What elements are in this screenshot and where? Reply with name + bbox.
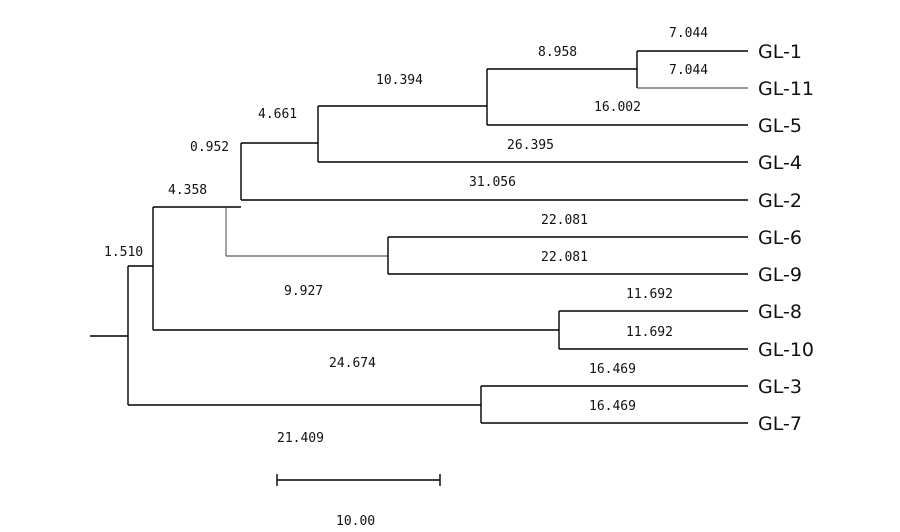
len-label-GL-4: 26.395 — [507, 138, 554, 153]
taxon-label: GL-2 — [758, 190, 802, 212]
len-label-GL-7: 16.469 — [589, 399, 636, 414]
len-label-cladeA: 4.358 — [168, 183, 207, 198]
taxon-label: GL-3 — [758, 376, 802, 398]
taxon-label: GL-10 — [758, 339, 814, 361]
len-label-cladeH: 21.409 — [277, 431, 324, 446]
taxon-label: GL-1 — [758, 41, 802, 63]
len-label-root-upper: 1.510 — [104, 245, 143, 260]
len-label-GL-10: 11.692 — [626, 325, 673, 340]
len-label-GL-9: 22.081 — [541, 250, 588, 265]
len-label-cladeG: 24.674 — [329, 356, 376, 371]
len-label-GL-1: 7.044 — [669, 26, 708, 41]
len-label-GL-11: 7.044 — [669, 63, 708, 78]
len-label-cladeB: 0.952 — [190, 140, 229, 155]
len-label-GL-2: 31.056 — [469, 175, 516, 190]
len-label-GL-8: 11.692 — [626, 287, 673, 302]
taxon-label: GL-9 — [758, 264, 802, 286]
taxon-label: GL-6 — [758, 227, 802, 249]
taxon-label: GL-4 — [758, 152, 802, 174]
len-label-GL-5: 16.002 — [594, 100, 641, 115]
taxon-label: GL-8 — [758, 301, 802, 323]
len-label-cladeF: 9.927 — [284, 284, 323, 299]
taxon-label: GL-7 — [758, 413, 802, 435]
len-label-GL-6: 22.081 — [541, 213, 588, 228]
scale-bar-label: 10.00 — [336, 514, 375, 529]
len-label-cladeC: 4.661 — [258, 107, 297, 122]
len-label-cladeE: 8.958 — [538, 45, 577, 60]
len-label-GL-3: 16.469 — [589, 362, 636, 377]
taxon-label: GL-11 — [758, 78, 814, 100]
len-label-cladeD: 10.394 — [376, 73, 423, 88]
scale-bar — [276, 474, 441, 486]
taxon-label: GL-5 — [758, 115, 802, 137]
